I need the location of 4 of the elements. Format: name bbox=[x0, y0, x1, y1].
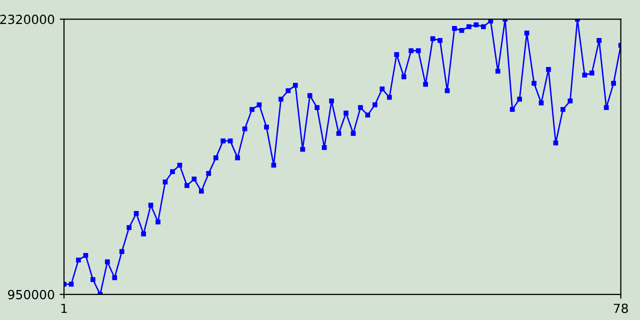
x-tick-label: 78 bbox=[614, 304, 628, 314]
y-tick-label: 950000 bbox=[8, 290, 54, 300]
x-tick-label: 1 bbox=[61, 304, 67, 313]
y-tick-label: 2320000 bbox=[0, 14, 54, 24]
